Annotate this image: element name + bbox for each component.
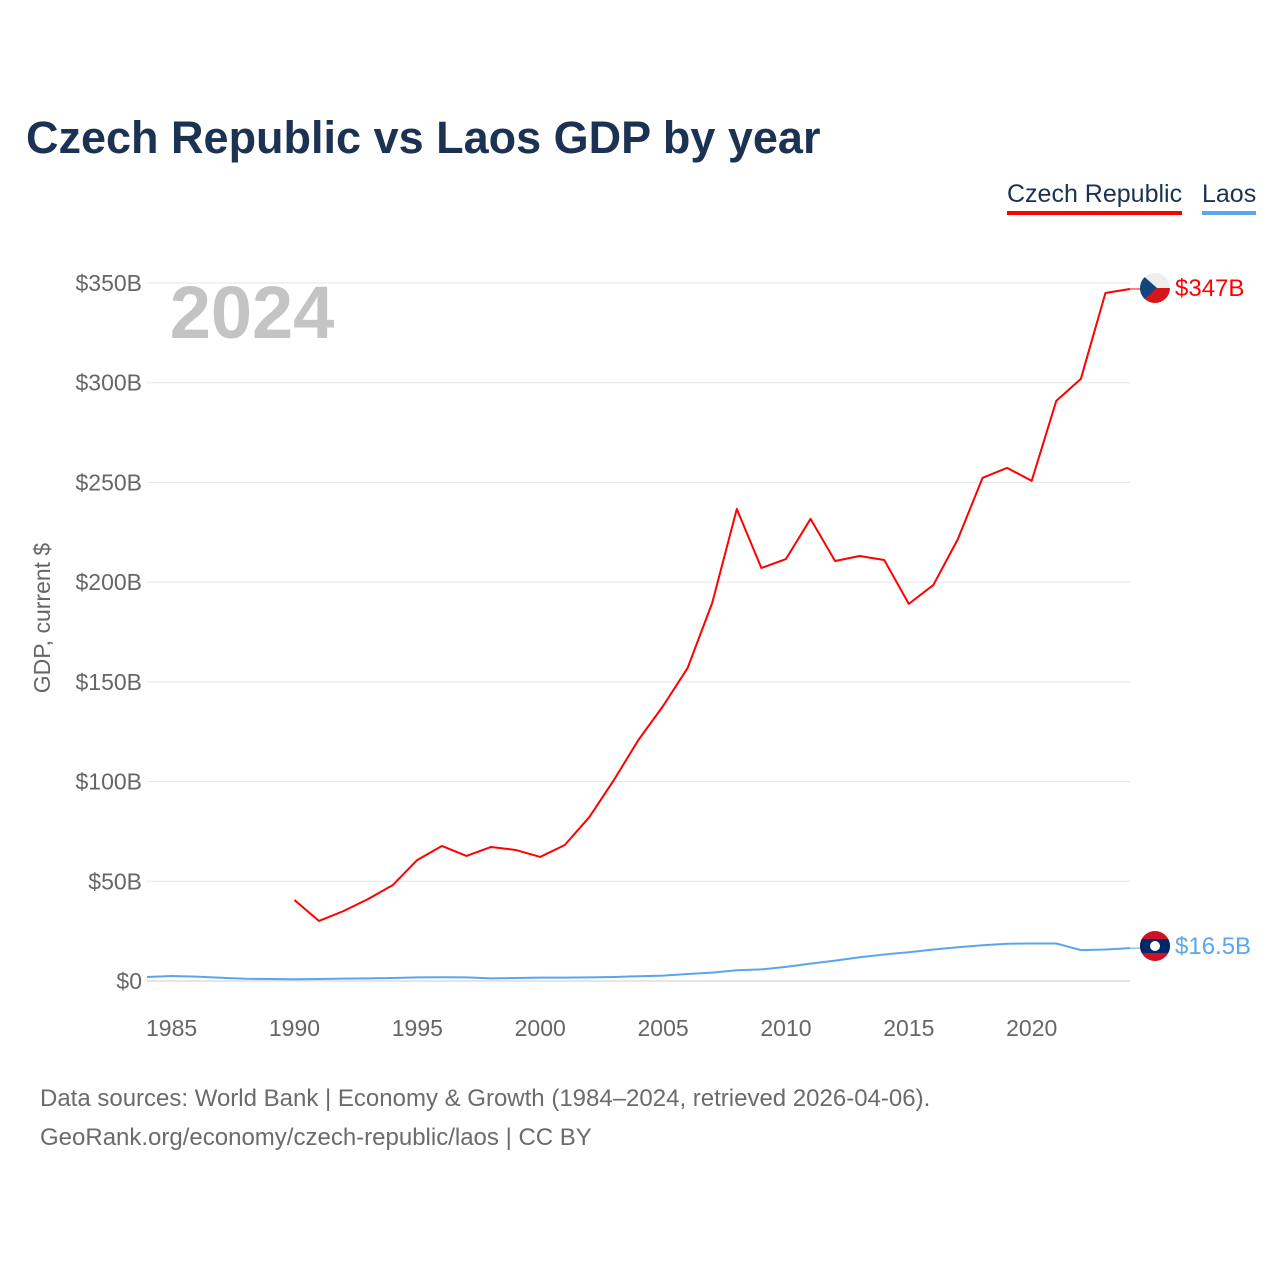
y-tick-label: $50B: [88, 868, 142, 894]
x-tick-label: 2000: [515, 1015, 566, 1041]
y-tick-label: $0: [116, 968, 142, 994]
chart-title: Czech Republic vs Laos GDP by year: [26, 112, 821, 163]
end-label-laos: $16.5B: [1175, 933, 1251, 960]
laos-flag-icon: [1140, 931, 1170, 961]
x-tick-label: 2005: [637, 1015, 688, 1041]
x-tick-label: 2015: [883, 1015, 934, 1041]
y-tick-label: $100B: [75, 769, 142, 795]
x-tick-label: 1995: [392, 1015, 443, 1041]
year-overlay: 2024: [170, 271, 335, 354]
czech-flag-icon: [1140, 273, 1170, 303]
x-tick-label: 2010: [760, 1015, 811, 1041]
y-tick-label: $350B: [75, 270, 142, 296]
y-tick-label: $300B: [75, 370, 142, 396]
footer-attribution[interactable]: GeoRank.org/economy/czech-republic/laos …: [40, 1124, 592, 1151]
end-label-czech-republic: $347B: [1175, 275, 1244, 302]
x-tick-label: 2020: [1006, 1015, 1057, 1041]
footer-sources: Data sources: World Bank | Economy & Gro…: [40, 1085, 931, 1112]
y-axis-label: GDP, current $: [29, 543, 55, 694]
y-tick-label: $150B: [75, 669, 142, 695]
legend-item-czech-republic[interactable]: Czech Republic: [1007, 180, 1183, 215]
x-tick-label: 1985: [146, 1015, 197, 1041]
series-line-laos[interactable]: [146, 942, 1131, 981]
series-line-czech-republic[interactable]: [293, 287, 1131, 922]
x-tick-label: 1990: [269, 1015, 320, 1041]
y-tick-label: $200B: [75, 569, 142, 595]
y-tick-label: $250B: [75, 469, 142, 495]
legend-item-laos[interactable]: Laos: [1202, 180, 1257, 215]
